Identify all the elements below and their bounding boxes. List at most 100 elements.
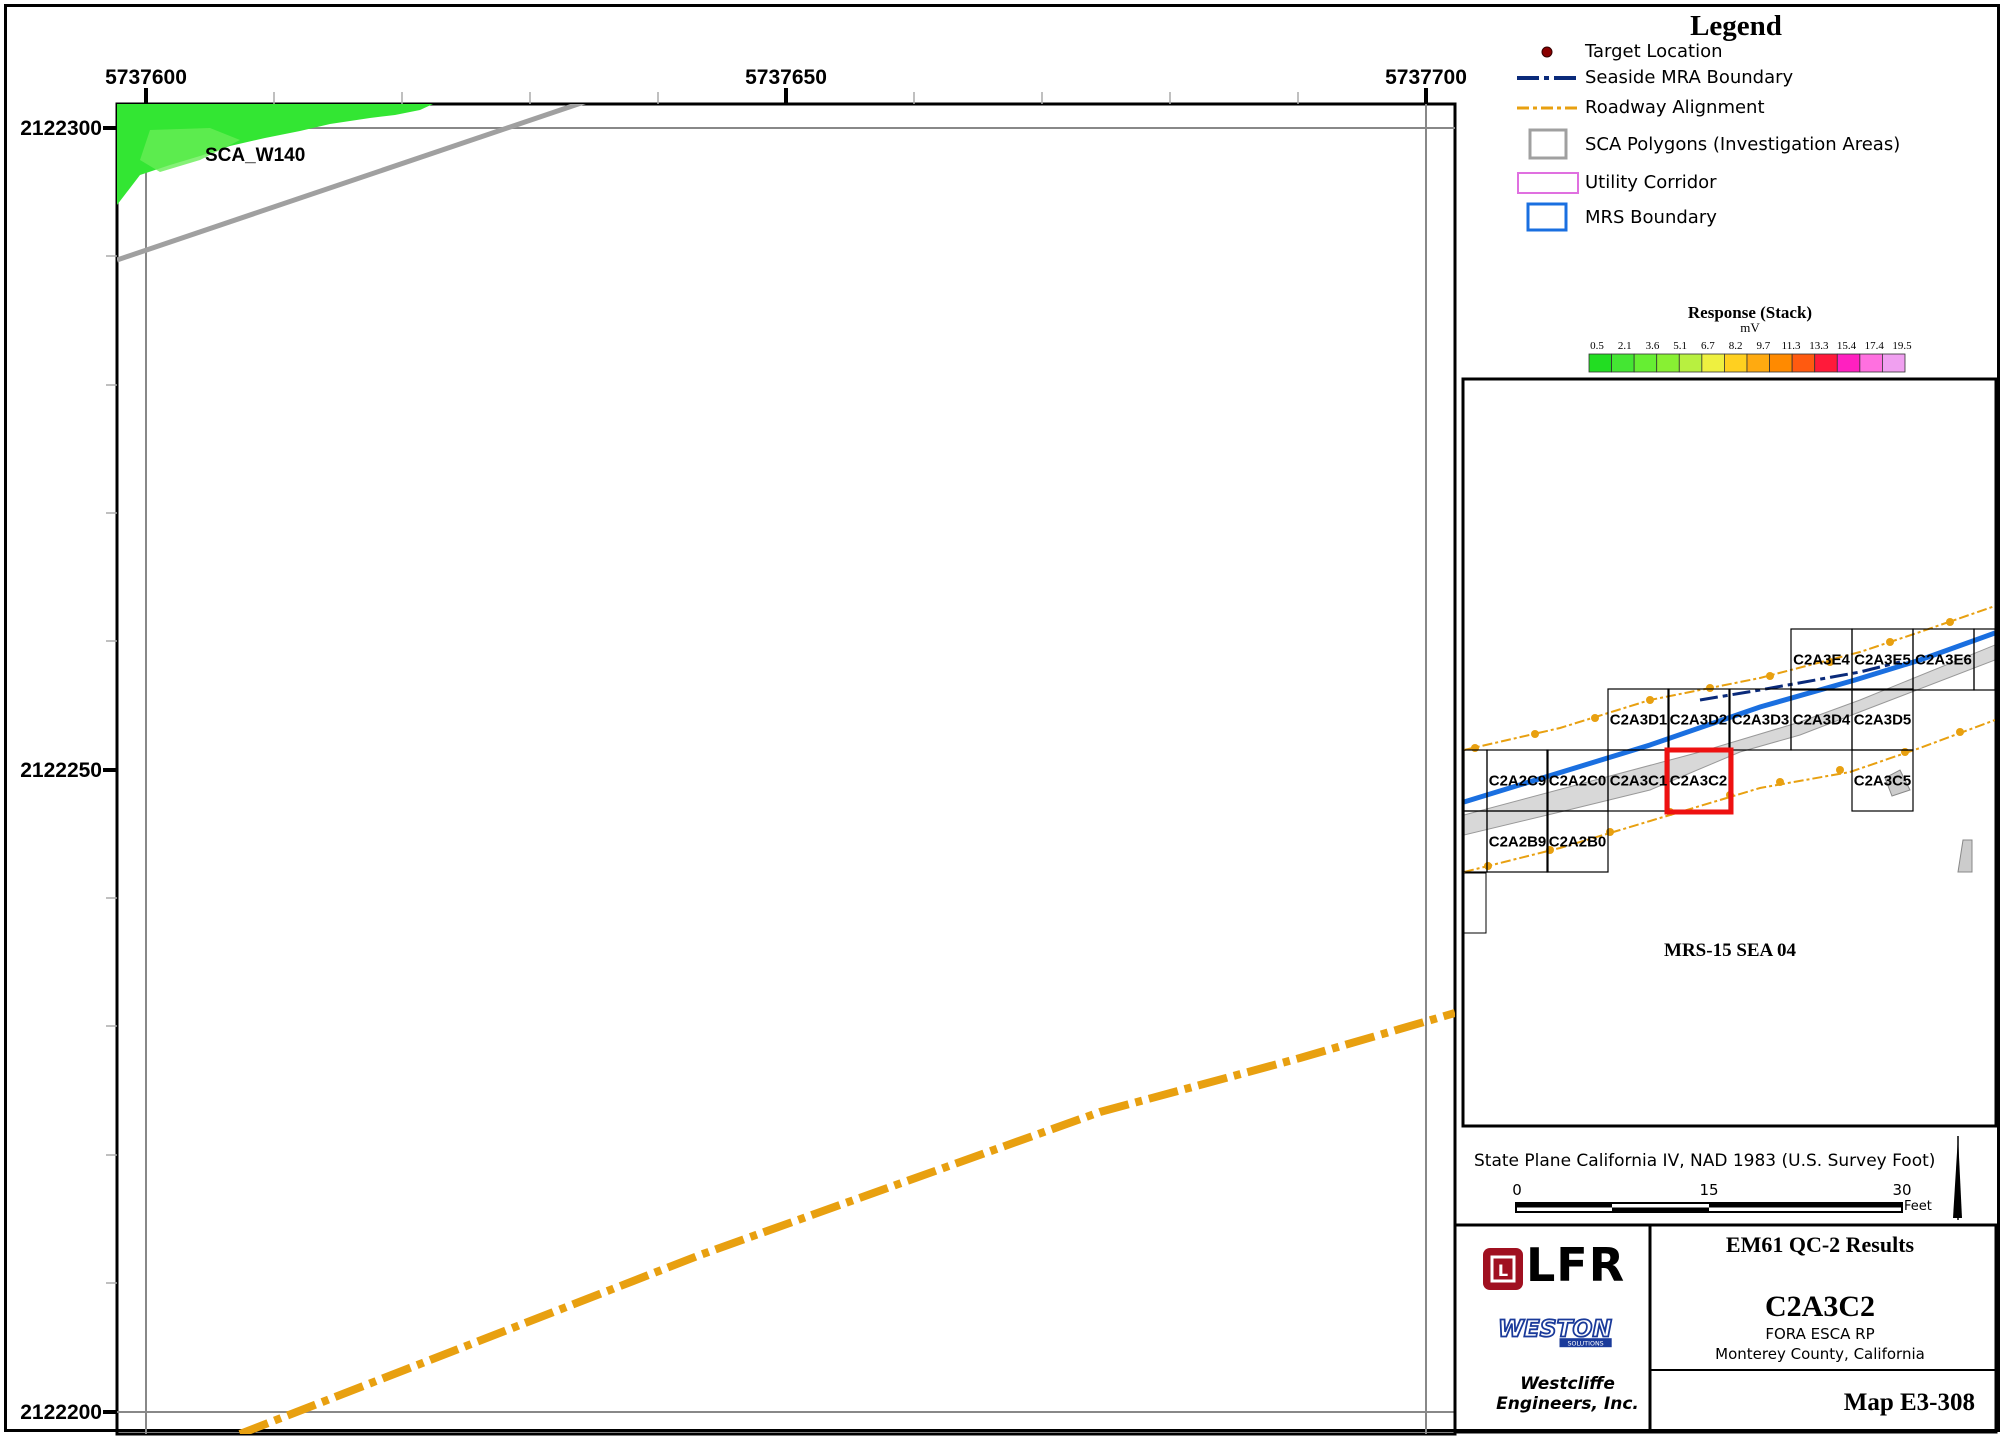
inset-cell-label: C2A2B0 xyxy=(1548,833,1607,850)
inset-cell-label: C2A3C1 xyxy=(1609,772,1668,789)
colorbar-tick-label: 6.7 xyxy=(1701,340,1715,352)
response-colorbar xyxy=(1588,353,1906,373)
colorbar-tick-label: 5.1 xyxy=(1673,340,1688,352)
inset-cell-label: C2A3C2 xyxy=(1669,772,1728,789)
inset-sca-strip xyxy=(1464,872,1487,934)
inset-cell-label: C2A3D4 xyxy=(1792,711,1851,728)
inset-mrs-boundary xyxy=(1464,630,1995,805)
legend-item-roadway-alignment: Roadway Alignment xyxy=(1585,97,1765,118)
inset-cell-label: C2A3C5 xyxy=(1853,772,1912,789)
legend-item-target-location: Target Location xyxy=(1585,41,1723,62)
scale-bar xyxy=(1515,1202,1903,1213)
map-number: Map E3-308 xyxy=(1843,1389,1975,1416)
title-block-frame xyxy=(1453,1223,1998,1434)
inset-cell-label: C2A2B9 xyxy=(1488,833,1547,850)
legend-item-mrs-boundary: MRS Boundary xyxy=(1585,207,1717,228)
x-tick-label: 5737600 xyxy=(105,66,187,89)
legend-item-sca-polygons: SCA Polygons (Investigation Areas) xyxy=(1585,134,1901,155)
colorbar-tick-label: 15.4 xyxy=(1836,340,1857,352)
inset-cell-label: C2A2C0 xyxy=(1548,772,1607,789)
colorbar-swatch xyxy=(1814,353,1838,373)
colorbar-tick-label: 2.1 xyxy=(1617,340,1632,352)
inset-cell-label: C2A3E4 xyxy=(1793,651,1850,668)
inset-cell-label: C2A3E6 xyxy=(1915,651,1972,668)
colorbar-swatch xyxy=(1633,353,1658,373)
inset-title: MRS-15 SEA 04 xyxy=(1664,940,1796,961)
y-axis-minor-ticks xyxy=(106,255,117,1284)
colorbar-swatch xyxy=(1791,353,1816,373)
colorbar-swatch xyxy=(1746,353,1770,373)
inset-roadway-upper xyxy=(1464,605,1995,751)
main-map-frame xyxy=(115,102,1457,1436)
svg-text:L: L xyxy=(1498,1261,1508,1280)
legend-item-seaside-mra-boundary: Seaside MRA Boundary xyxy=(1585,67,1794,88)
y-tick-label: 2122200 xyxy=(20,1401,102,1424)
colorbar-swatch xyxy=(1769,353,1793,373)
gray-polygon-icon xyxy=(1528,128,1568,160)
sca-polygon-label: SCA_W140 xyxy=(205,145,306,166)
colorbar-tick-label: 0.5 xyxy=(1590,340,1604,352)
colorbar-tick-label: 19.5 xyxy=(1892,340,1912,352)
colorbar-swatch xyxy=(1724,353,1748,373)
colorbar-tick-label: 11.3 xyxy=(1781,340,1801,352)
x-tick-label: 5737700 xyxy=(1385,66,1467,89)
inset-cell-label: C2A3D5 xyxy=(1853,711,1912,728)
inset-grid-cell xyxy=(1912,628,1975,691)
pink-polygon-icon xyxy=(1517,172,1579,194)
inset-grid-cell xyxy=(1546,810,1609,873)
legend-item-utility-corridor: Utility Corridor xyxy=(1585,172,1717,193)
lfr-logo-text: LFR xyxy=(1526,1238,1626,1292)
title-block-heading: EM61 QC-2 Results xyxy=(1725,1232,1915,1257)
sca-polygon-edge xyxy=(117,104,586,263)
colorbar-swatch xyxy=(1611,353,1635,373)
north-arrow-icon xyxy=(1953,1136,1962,1220)
lfr-logo-icon: L xyxy=(1483,1248,1523,1290)
y-tick-label: 2122250 xyxy=(20,759,102,782)
weston-logo-icon: WESTON SOLUTIONS xyxy=(1497,1314,1613,1348)
colorbar-title: Response (Stack) xyxy=(1687,303,1813,322)
inset-cell-label: C2A3D1 xyxy=(1609,711,1668,728)
colorbar-tick-label: 17.4 xyxy=(1864,340,1884,352)
colorbar-tick-label: 9.7 xyxy=(1756,340,1771,352)
roadway-alignment-line xyxy=(238,1009,1455,1434)
colorbar-swatch xyxy=(1656,353,1680,373)
inset-seaside-boundary xyxy=(1699,660,1901,702)
colorbar-swatch xyxy=(1701,353,1725,373)
y-tick-label: 2122300 xyxy=(20,117,102,140)
scale-label: 15 xyxy=(1699,1181,1719,1199)
colorbar-tick-label: 8.2 xyxy=(1728,340,1743,352)
inset-sca-polygon-small xyxy=(1884,769,1911,797)
svg-text:SOLUTIONS: SOLUTIONS xyxy=(1568,1340,1604,1347)
inset-cell-label: C2A3D2 xyxy=(1669,711,1728,728)
x-axis-ticks xyxy=(144,88,1428,104)
colorbar-tick-label: 3.6 xyxy=(1645,340,1660,352)
colorbar-swatch xyxy=(1882,353,1906,373)
inset-cell-label: C2A2C9 xyxy=(1488,772,1547,789)
projection-note: State Plane California IV, NAD 1983 (U.S… xyxy=(1474,1151,1936,1171)
scale-unit: Feet xyxy=(1904,1199,1932,1214)
title-block-project: FORA ESCA RP xyxy=(1765,1325,1875,1343)
em61-response-raster-highlight xyxy=(140,128,240,172)
inset-cell-label: C2A3E5 xyxy=(1854,651,1911,668)
colorbar-swatch xyxy=(1678,353,1703,373)
inset-cell-label: C2A3D3 xyxy=(1731,711,1790,728)
scale-label: 0 xyxy=(1512,1181,1522,1199)
scale-label: 30 xyxy=(1892,1181,1912,1199)
inset-grid-cell xyxy=(1486,810,1549,873)
inset-sca-polygon-sliver xyxy=(1957,839,1973,873)
colorbar-unit: mV xyxy=(1740,320,1760,335)
inset-grid-cell xyxy=(1851,749,1914,812)
y-axis-ticks xyxy=(103,126,117,1414)
company-name: Westcliffe Engineers, Inc. xyxy=(1496,1374,1639,1414)
blue-polygon-icon xyxy=(1526,202,1568,232)
inset-grid-cells xyxy=(1464,628,1995,873)
x-axis-minor-ticks xyxy=(273,92,1299,104)
title-block-grid-id: C2A3C2 xyxy=(1765,1290,1875,1323)
colorbar-swatch xyxy=(1859,353,1883,373)
inset-roadway-lower xyxy=(1464,719,1995,873)
target-dot-icon xyxy=(1541,46,1553,58)
colorbar-swatch xyxy=(1836,353,1861,373)
title-block-location: Monterey County, California xyxy=(1715,1345,1925,1363)
legend-icons xyxy=(1517,46,1579,232)
